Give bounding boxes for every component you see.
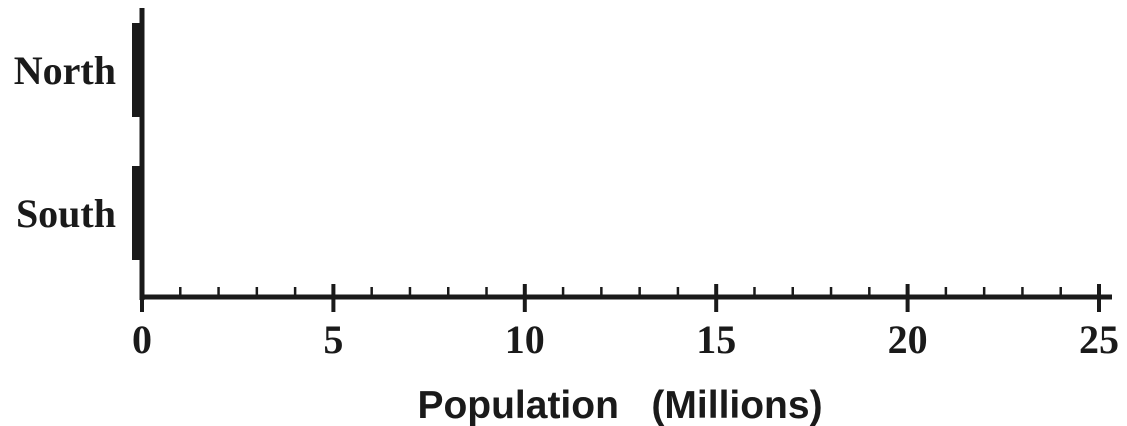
- category-labels: North South: [14, 48, 116, 236]
- tick-label-5: 5: [323, 317, 343, 362]
- tick-label-0: 0: [132, 317, 152, 362]
- x-axis-ticks: [140, 284, 1101, 312]
- category-label-north: North: [14, 48, 116, 93]
- bar-south: [132, 166, 142, 260]
- bar-north: [132, 23, 142, 117]
- tick-label-10: 10: [505, 317, 545, 362]
- x-axis-title: Population (Millions): [417, 384, 822, 426]
- tick-label-20: 20: [888, 317, 928, 362]
- category-label-south: South: [16, 191, 116, 236]
- bar-group: [132, 23, 142, 260]
- tick-label-15: 15: [696, 317, 736, 362]
- x-axis-tick-labels: 0 5 10 15 20 25: [132, 317, 1119, 362]
- tick-label-25: 25: [1079, 317, 1119, 362]
